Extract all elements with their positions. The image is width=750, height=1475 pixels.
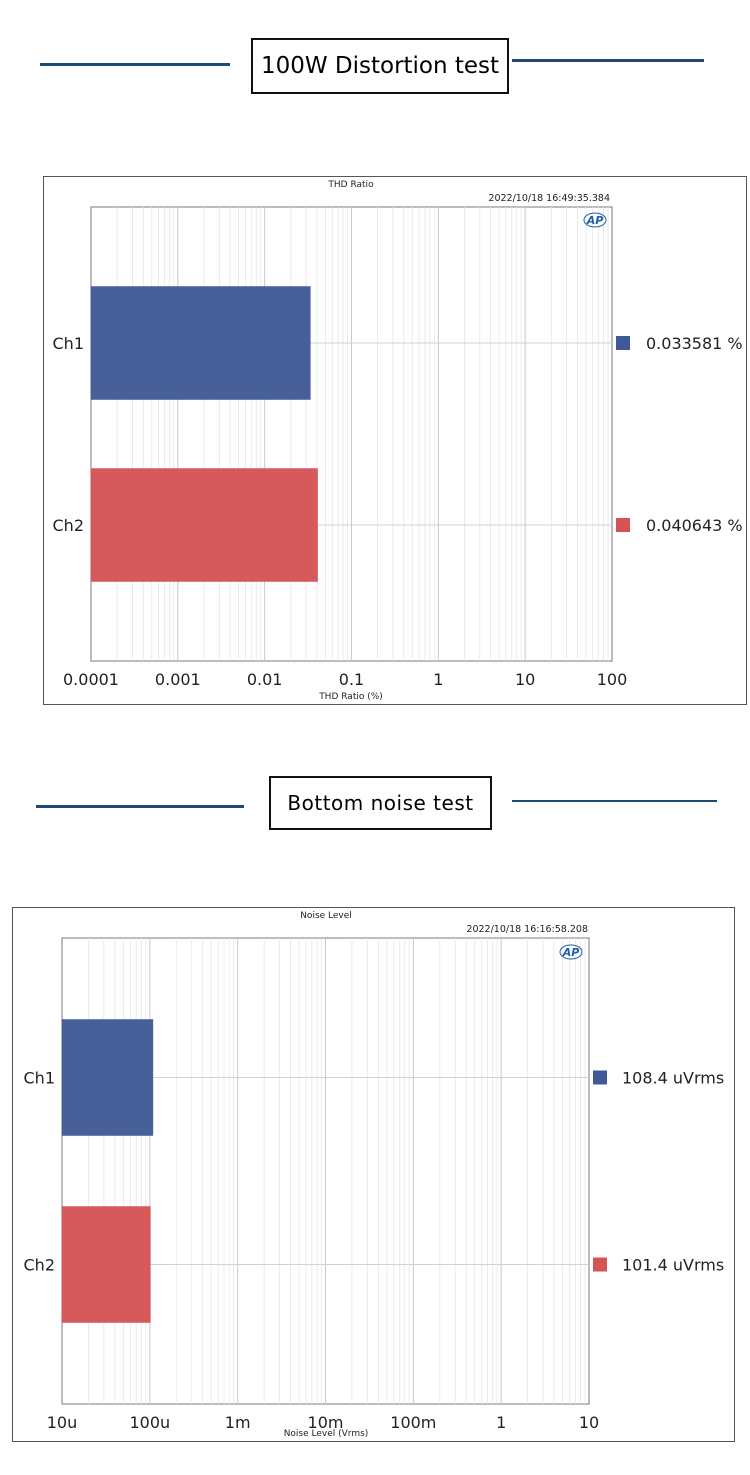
ap-logo: AP bbox=[562, 946, 580, 959]
heading-rule-right bbox=[512, 800, 717, 802]
value-label: 0.040643 % bbox=[646, 516, 743, 535]
x-tick-label: 100 bbox=[597, 670, 628, 689]
section-heading: Bottom noise test bbox=[269, 776, 492, 830]
legend-swatch bbox=[616, 518, 630, 532]
category-label: Ch2 bbox=[24, 1256, 56, 1275]
legend-swatch bbox=[616, 336, 630, 350]
x-tick-label: 10 bbox=[579, 1413, 599, 1432]
x-tick-label: 10m bbox=[308, 1413, 344, 1432]
value-label: 101.4 uVrms bbox=[622, 1256, 724, 1275]
legend-swatch bbox=[593, 1257, 607, 1272]
chart-timestamp: 2022/10/18 16:16:58.208 bbox=[466, 924, 588, 935]
x-tick-label: 10u bbox=[47, 1413, 78, 1432]
thd-chart: THD Ratio 2022/10/18 16:49:35.384 Ch1 0.033… bbox=[53, 180, 743, 702]
noise-chart: Noise Level 2022/10/18 16:16:58.208 Ch1 108… bbox=[24, 911, 725, 1439]
x-tick-label: 1 bbox=[496, 1413, 506, 1432]
x-tick-label: 100u bbox=[129, 1413, 170, 1432]
category-label: Ch1 bbox=[24, 1069, 56, 1088]
grid bbox=[116, 207, 609, 661]
heading-rule-left bbox=[40, 63, 230, 66]
section-heading-text: Bottom noise test bbox=[287, 791, 474, 815]
heading-rule-right bbox=[512, 59, 704, 62]
x-tick-label: 1 bbox=[433, 670, 443, 689]
section-heading-text: 100W Distortion test bbox=[260, 53, 500, 79]
bar-ch1 bbox=[61, 1019, 154, 1136]
category-label: Ch2 bbox=[53, 516, 85, 535]
ap-logo: AP bbox=[586, 214, 604, 227]
bar-ch2 bbox=[61, 1206, 151, 1323]
x-tick-label: 1m bbox=[225, 1413, 251, 1432]
x-tick-label: 10 bbox=[515, 670, 535, 689]
x-tick-label: 0.1 bbox=[339, 670, 364, 689]
x-tick-label: 0.0001 bbox=[63, 670, 119, 689]
grid bbox=[88, 938, 586, 1404]
bar-ch1 bbox=[90, 286, 311, 400]
x-tick-label: 0.01 bbox=[247, 670, 283, 689]
category-label: Ch1 bbox=[53, 334, 85, 353]
thd-chart-panel: THD Ratio 2022/10/18 16:49:35.384 Ch1 0.033… bbox=[43, 176, 747, 705]
x-axis-label: Noise Level (Vrms) bbox=[284, 1429, 369, 1439]
bar-ch2 bbox=[90, 468, 318, 582]
chart-title: Noise Level bbox=[300, 911, 352, 921]
value-label: 108.4 uVrms bbox=[622, 1069, 724, 1088]
legend-swatch bbox=[593, 1070, 607, 1085]
chart-timestamp: 2022/10/18 16:49:35.384 bbox=[488, 193, 610, 204]
value-label: 0.033581 % bbox=[646, 334, 743, 353]
noise-chart-panel: Noise Level 2022/10/18 16:16:58.208 Ch1 108… bbox=[12, 907, 735, 1442]
x-tick-label: 100m bbox=[390, 1413, 436, 1432]
ap-logo-ring bbox=[583, 212, 607, 228]
section-heading: 100W Distortion test bbox=[251, 38, 509, 94]
heading-rule-left bbox=[36, 805, 244, 808]
x-axis-label: THD Ratio (%) bbox=[318, 692, 383, 702]
ap-logo-ring bbox=[559, 944, 583, 960]
chart-title: THD Ratio bbox=[327, 180, 374, 190]
x-tick-label: 0.001 bbox=[155, 670, 201, 689]
